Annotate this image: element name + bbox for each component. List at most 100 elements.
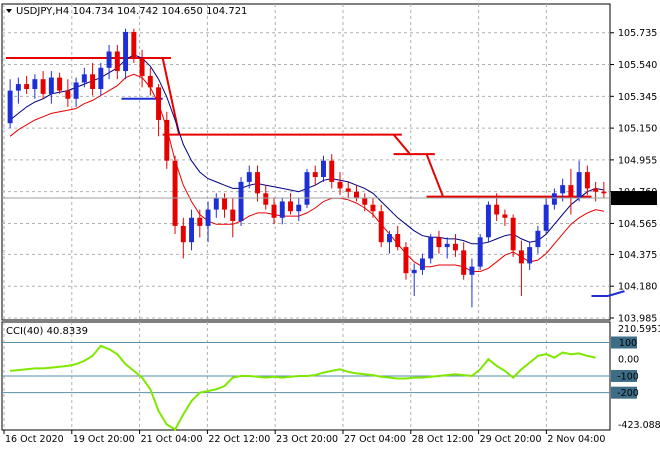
candle-body: [296, 204, 302, 212]
price-tick-label: 105.345: [618, 92, 657, 103]
main-pane-frame: [1, 3, 611, 321]
candle-body: [65, 90, 71, 99]
candle-body: [238, 181, 244, 222]
candle-body: [32, 79, 38, 89]
candle-body: [205, 209, 211, 226]
candle-body: [419, 258, 425, 270]
price-tick-label: 105.150: [618, 124, 657, 135]
cci-tick-label: 100: [619, 338, 637, 349]
candle-body: [502, 214, 508, 218]
candle-body: [139, 58, 145, 76]
candle-body: [255, 172, 260, 194]
candle-body: [156, 87, 162, 120]
candle-body: [551, 193, 557, 205]
price-tick-label: 105.735: [618, 28, 657, 39]
candle-body: [271, 204, 277, 218]
candle-body: [428, 237, 434, 259]
candle-body: [527, 247, 533, 264]
candle-body: [560, 185, 566, 194]
cci-tick-label: 0.00: [618, 355, 639, 366]
candle-body: [452, 243, 458, 251]
candle-body: [312, 172, 318, 178]
candle-body: [81, 74, 87, 83]
candle-body: [411, 269, 417, 274]
candle-body: [386, 234, 392, 243]
candle-body: [345, 188, 351, 192]
stop-level-red: [425, 153, 445, 197]
candle-body: [24, 84, 30, 89]
candle-body: [147, 75, 153, 88]
candle-body: [593, 188, 599, 192]
candle-body: [222, 198, 228, 210]
price-tick-label: 103.985: [618, 314, 657, 325]
time-tick-label: 23 Oct 20:00: [276, 434, 338, 445]
candle-body: [98, 67, 104, 89]
candle-body: [279, 201, 285, 218]
candle-body: [172, 160, 178, 226]
cci-line: [10, 344, 596, 431]
candle-body: [73, 82, 79, 99]
time-tick-label: 2 Nov 04:00: [547, 434, 605, 445]
candle-body: [494, 204, 500, 215]
candle-body: [378, 211, 384, 243]
chart-header: USDJPY,H4 104.734 104.742 104.650 104.72…: [16, 6, 247, 17]
time-tick-label: 27 Oct 04:00: [344, 434, 406, 445]
candle-body: [288, 201, 293, 212]
price-tick-label: 104.565: [618, 219, 657, 230]
candle-body: [469, 266, 475, 275]
candle-body: [568, 185, 574, 199]
stop-level-red: [161, 57, 181, 135]
candle-body: [535, 230, 541, 248]
cci-tick-label: -423.0888: [618, 420, 660, 431]
time-tick-label: 19 Oct 20:00: [73, 434, 135, 445]
candle-body: [123, 31, 129, 72]
price-tick-label: 105.540: [618, 60, 657, 71]
candle-body: [197, 217, 203, 226]
candle-body: [246, 172, 252, 182]
candle-body: [461, 250, 467, 275]
candle-body: [189, 217, 195, 243]
stop-level-red: [392, 133, 411, 155]
candle-body: [90, 74, 96, 89]
cci-tick-label: -100: [617, 371, 639, 382]
candle-body: [337, 181, 343, 189]
candle-body: [576, 172, 582, 199]
candle-body: [321, 160, 326, 178]
candle-body: [114, 51, 120, 72]
time-tick-label: 16 Oct 2020: [5, 434, 64, 445]
candle-body: [57, 77, 63, 91]
candle-body: [263, 193, 269, 205]
moving-average-red: [9, 73, 604, 272]
price-tick-label: 104.955: [618, 155, 657, 166]
stop-level-blue: [607, 290, 625, 297]
candle-body: [15, 84, 21, 91]
candle-body: [106, 51, 112, 68]
price-tick-label: 104.375: [618, 250, 657, 261]
time-tick-label: 21 Oct 04:00: [141, 434, 203, 445]
candle-body: [48, 77, 54, 94]
candle-body: [164, 119, 170, 161]
cci-header: CCI(40) 40.8339: [6, 326, 88, 337]
cci-tick-label: 210.5951: [618, 324, 660, 335]
candle-body: [370, 204, 376, 212]
time-tick-label: 29 Oct 20:00: [480, 434, 542, 445]
cci-tick-label: -200: [617, 388, 639, 399]
candle-body: [395, 234, 401, 248]
candle-body: [543, 204, 549, 231]
cci-level-tag: [611, 336, 637, 349]
cci-level-tag: [611, 386, 637, 399]
candle-body: [584, 172, 590, 189]
candle-body: [40, 79, 46, 94]
dropdown-triangle-icon: [6, 9, 12, 13]
candle-body: [362, 198, 368, 205]
cci-level-tag: [611, 369, 637, 382]
candle-body: [213, 198, 219, 210]
candle-body: [180, 225, 186, 243]
candle-body: [230, 209, 236, 222]
candle-body: [510, 217, 516, 251]
candle-body: [354, 191, 359, 199]
candle-body: [477, 237, 483, 267]
candle-body: [601, 191, 607, 194]
